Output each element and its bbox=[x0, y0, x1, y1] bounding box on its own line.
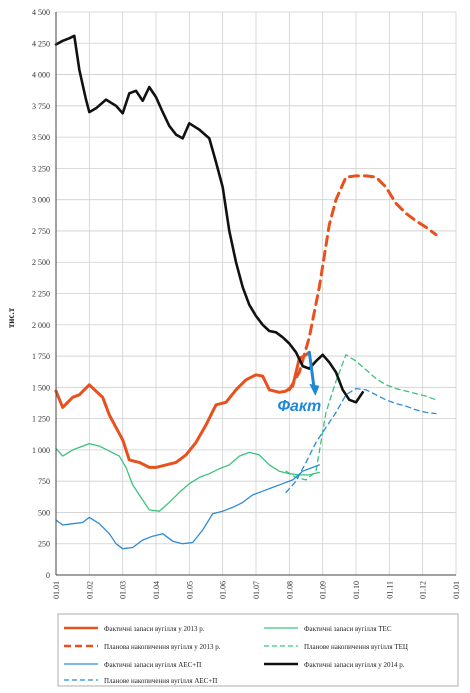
y-tick-label: 3 750 bbox=[32, 102, 50, 111]
annotation-group: Факт bbox=[277, 350, 321, 415]
y-tick-label: 4 500 bbox=[32, 8, 50, 17]
y-tick-label: 250 bbox=[38, 540, 50, 549]
y-axis-label: тис.т bbox=[6, 307, 16, 328]
x-tick-label: 01.04 bbox=[152, 581, 161, 599]
x-tick-label: 01.08 bbox=[285, 581, 294, 599]
y-tick-label: 2 250 bbox=[32, 290, 50, 299]
legend-label: Планове накопичення вугілля ТЕЦ bbox=[304, 643, 408, 651]
series-line-2 bbox=[287, 174, 438, 392]
x-tick-label: 01.01 bbox=[52, 581, 61, 599]
y-tick-label: 500 bbox=[38, 508, 50, 517]
y-tick-label: 4 000 bbox=[32, 71, 50, 80]
x-tick-label: 01.02 bbox=[85, 581, 94, 599]
legend-label: Фактичні запаси вугілля у 2013 р. bbox=[104, 625, 205, 633]
annotation-label: Факт bbox=[277, 398, 321, 415]
legend-label: Фактичні запаси вугілля у 2014 р. bbox=[304, 661, 405, 669]
y-axis-ticks: 0 250 500 750 1 000 1 250 1 500 1 750 2 000 2 250… bbox=[32, 8, 50, 580]
legend-label: Планова накопичення вугілля у 2013 р. bbox=[104, 643, 221, 651]
legend-label: Фактичні запаси вугілля АЕС+П bbox=[104, 661, 201, 669]
x-tick-label: 01.05 bbox=[185, 581, 194, 599]
y-tick-label: 3 000 bbox=[32, 196, 50, 205]
y-tick-label: 4 250 bbox=[32, 39, 50, 48]
legend-label: Фактичні запаси вугілля ТЕС bbox=[304, 625, 392, 633]
legend-label: Планове накопичення вугілля АЕС+П bbox=[104, 677, 217, 685]
series-line-4 bbox=[285, 354, 437, 481]
annotation-arrow-line bbox=[307, 350, 316, 392]
series-group bbox=[54, 34, 438, 550]
x-tick-label: 01.01 bbox=[452, 581, 461, 599]
y-tick-label: 3 250 bbox=[32, 164, 50, 173]
series-line-6 bbox=[54, 34, 364, 404]
y-tick-label: 2 500 bbox=[32, 258, 50, 267]
x-tick-label: 01.03 bbox=[119, 581, 128, 599]
x-tick-label: 01.12 bbox=[419, 581, 428, 599]
x-tick-label: 01.09 bbox=[319, 581, 328, 599]
series-line-7 bbox=[285, 387, 437, 494]
legend-box bbox=[57, 613, 459, 687]
y-tick-label: 0 bbox=[46, 571, 50, 580]
legend: Фактичні запаси вугілля у 2013 р. Фактичн… bbox=[64, 625, 408, 685]
x-tick-label: 01.06 bbox=[219, 581, 228, 599]
series-line-1 bbox=[54, 350, 311, 469]
x-axis-ticks: 01.01 01.02 01.03 01.04 01.05 01.06 01.07 01.08… bbox=[52, 581, 461, 599]
y-tick-label: 1 000 bbox=[32, 446, 50, 455]
y-tick-label: 1 500 bbox=[32, 383, 50, 392]
grid bbox=[55, 11, 457, 576]
y-tick-label: 2 750 bbox=[32, 227, 50, 236]
series-line-5 bbox=[55, 464, 320, 550]
y-tick-label: 750 bbox=[38, 477, 50, 486]
x-tick-label: 01.10 bbox=[352, 581, 361, 599]
x-tick-label: 01.07 bbox=[252, 581, 261, 599]
series-line-3 bbox=[55, 442, 320, 512]
y-tick-label: 2 000 bbox=[32, 321, 50, 330]
y-tick-label: 1 250 bbox=[32, 415, 50, 424]
annotation-arrow-head bbox=[309, 383, 320, 396]
x-tick-label: 01.11 bbox=[385, 581, 394, 599]
y-tick-label: 3 500 bbox=[32, 133, 50, 142]
y-tick-label: 1 750 bbox=[32, 352, 50, 361]
